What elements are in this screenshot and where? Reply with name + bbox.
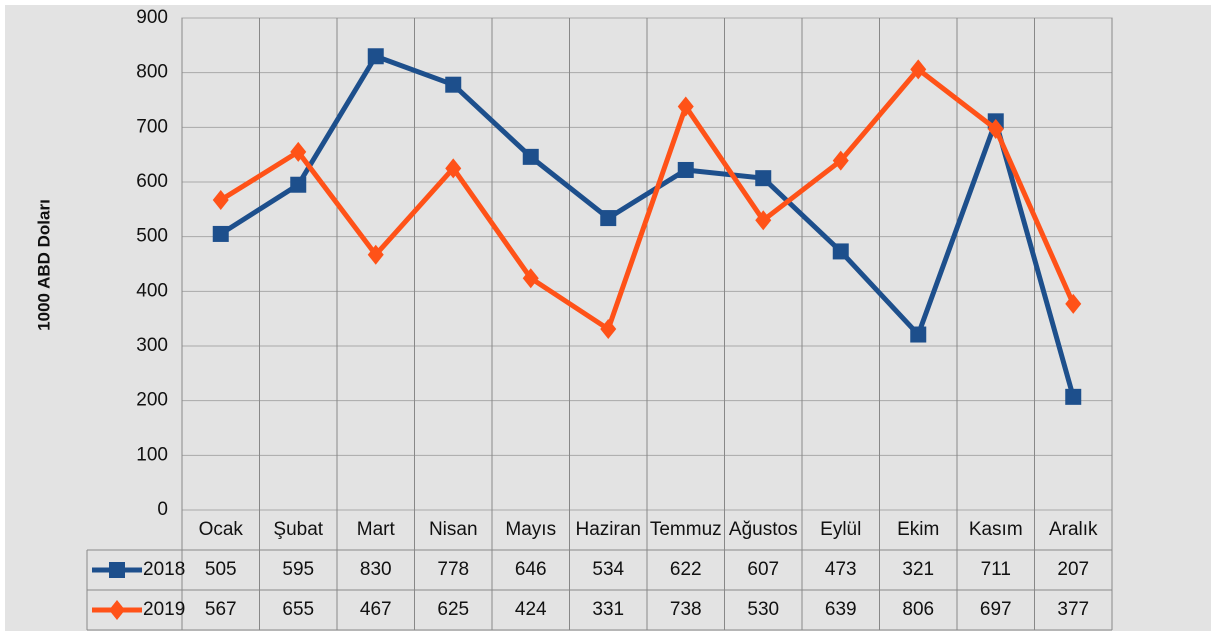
table-value: 778 (437, 559, 469, 580)
y-tick-label: 900 (136, 7, 168, 28)
x-tick-label: Mayıs (505, 519, 556, 540)
x-tick-label: Haziran (576, 519, 641, 540)
table-value: 697 (980, 599, 1012, 620)
table-value: 625 (437, 599, 469, 620)
marker (832, 150, 849, 171)
marker (755, 210, 772, 231)
legend-marker (109, 600, 125, 620)
marker (832, 243, 849, 260)
marker (445, 158, 462, 179)
table-value: 830 (360, 559, 392, 580)
table-value: 622 (670, 559, 702, 580)
x-tick-label: Aralık (1049, 519, 1098, 540)
table-value: 711 (981, 559, 1011, 580)
table-value: 639 (825, 599, 857, 620)
y-tick-label: 100 (136, 444, 168, 465)
table-value: 473 (825, 559, 857, 580)
table-value: 806 (902, 599, 934, 620)
table-value: 467 (360, 599, 392, 620)
marker (522, 268, 539, 289)
y-tick-label: 0 (157, 499, 168, 520)
table-value: 505 (205, 559, 237, 580)
marker (445, 76, 462, 93)
x-tick-label: Mart (357, 519, 396, 540)
legend-label: 2019 (143, 599, 185, 620)
marker (987, 118, 1004, 139)
legend-marker (109, 562, 125, 578)
y-tick-label: 300 (136, 335, 168, 356)
marker (910, 326, 927, 343)
marker (910, 59, 927, 80)
x-tick-label: Temmuz (650, 519, 722, 540)
x-tick-label: Ekim (897, 519, 939, 540)
y-tick-label: 400 (136, 280, 168, 301)
y-tick-label: 800 (136, 62, 168, 83)
table-value: 655 (282, 599, 314, 620)
marker (290, 141, 307, 162)
table-value: 607 (747, 559, 779, 580)
table-value: 331 (592, 599, 624, 620)
x-tick-label: Nisan (429, 519, 478, 540)
x-tick-label: Kasım (969, 519, 1023, 540)
x-tick-label: Ağustos (729, 519, 798, 540)
table-value: 738 (670, 599, 702, 620)
x-tick-label: Ocak (199, 519, 244, 540)
marker (522, 148, 539, 165)
marker (367, 244, 384, 265)
marker (212, 190, 229, 211)
marker (367, 48, 384, 65)
table-value: 377 (1057, 599, 1089, 620)
table-value: 646 (515, 559, 547, 580)
marker (600, 210, 617, 227)
legend-label: 2018 (143, 559, 185, 580)
table-value: 424 (515, 599, 547, 620)
marker (1065, 293, 1082, 314)
marker (677, 161, 694, 178)
table-value: 567 (205, 599, 237, 620)
x-tick-label: Şubat (273, 519, 323, 540)
y-axis-label: 1000 ABD Doları (34, 199, 53, 331)
marker (600, 319, 617, 340)
y-tick-label: 500 (136, 226, 168, 247)
marker (755, 170, 772, 187)
series-line (219, 66, 1076, 332)
marker (1065, 388, 1082, 405)
table-value: 534 (592, 559, 624, 580)
table-value: 530 (747, 599, 779, 620)
marker (677, 96, 694, 117)
marker (212, 225, 229, 242)
table-value: 207 (1057, 559, 1089, 580)
y-tick-label: 700 (136, 116, 168, 137)
table-value: 595 (282, 559, 314, 580)
y-tick-label: 600 (136, 171, 168, 192)
x-tick-label: Eylül (820, 519, 861, 540)
series-line (219, 53, 1076, 398)
table-value: 321 (902, 559, 934, 580)
y-tick-label: 200 (136, 390, 168, 411)
marker (290, 176, 307, 193)
